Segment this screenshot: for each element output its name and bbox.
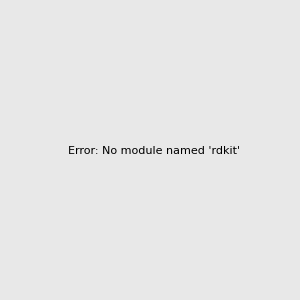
Text: Error: No module named 'rdkit': Error: No module named 'rdkit' xyxy=(68,146,240,157)
